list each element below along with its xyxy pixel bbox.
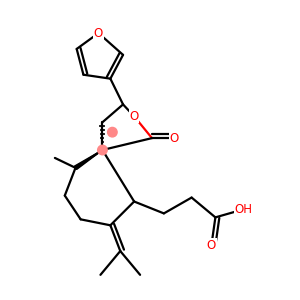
Text: O: O [207, 238, 216, 252]
Text: OH: OH [234, 203, 252, 216]
Text: O: O [130, 110, 139, 123]
Text: O: O [169, 132, 178, 145]
Polygon shape [74, 150, 102, 170]
Circle shape [98, 145, 107, 155]
Text: O: O [94, 27, 103, 40]
Circle shape [108, 128, 117, 137]
